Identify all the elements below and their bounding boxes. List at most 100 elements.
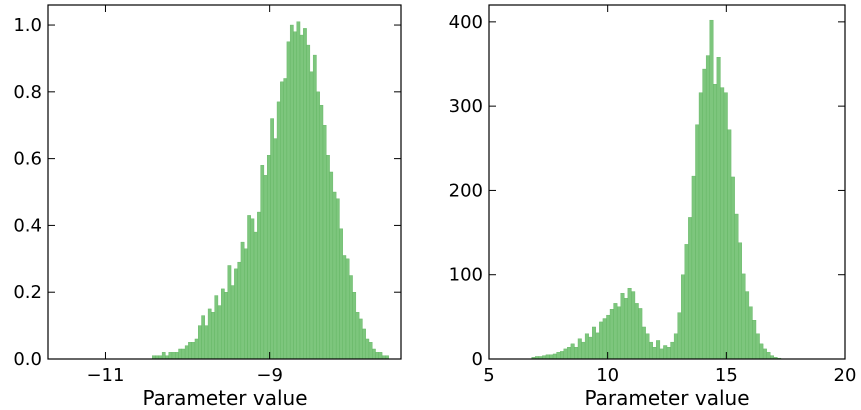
left-x-axis-title: Parameter value [142, 386, 307, 410]
left-histogram-bar [293, 31, 297, 360]
right-bars [531, 19, 782, 360]
left-histogram-bar [253, 231, 258, 360]
right-histogram-bar [659, 348, 664, 360]
right-histogram-bar [613, 303, 618, 360]
left-histogram-bar [355, 312, 360, 360]
left-histogram-bar [329, 171, 334, 360]
left-histogram-bar [273, 138, 278, 360]
left-histogram-bar [171, 352, 176, 360]
right-histogram-bar [730, 176, 735, 360]
right-histogram-bar [592, 326, 596, 360]
right-histogram-bar [624, 298, 629, 360]
right-histogram-bar [645, 333, 650, 360]
right-histogram-bar [641, 326, 646, 360]
left-histogram-bar [227, 265, 232, 360]
right-histogram-bar [759, 343, 764, 360]
right-histogram-bar [567, 347, 572, 360]
left-histogram-bar [263, 175, 268, 360]
left-y-tick-label: 0.0 [13, 349, 42, 370]
right-histogram-bar [673, 333, 678, 360]
left-histogram-bar [322, 125, 327, 360]
left-histogram-bar [368, 342, 373, 360]
right-histogram-bar [766, 352, 771, 360]
right-histogram-bar [602, 318, 607, 360]
right-y-tick-label: 400 [449, 12, 483, 33]
left-histogram-bar [260, 165, 265, 360]
left-histogram-bar [312, 54, 317, 360]
right-histogram-bar [549, 354, 554, 360]
right-histogram-bar [631, 291, 636, 360]
right-histogram-bar [588, 336, 593, 360]
left-histogram-bar [280, 81, 284, 360]
right-histogram-bar [545, 354, 550, 360]
left-histogram-bar [319, 104, 324, 360]
right-x-tick-label: 10 [596, 365, 619, 386]
left-y-tick-label: 0.6 [13, 149, 42, 170]
left-histogram-bar [214, 295, 219, 360]
left-histogram-bar [266, 155, 271, 360]
left-histogram-bar [299, 34, 304, 360]
right-histogram-bar [684, 244, 689, 360]
right-histogram-bar [695, 124, 700, 360]
left-histogram-bar [207, 308, 212, 360]
right-histogram-bar [552, 353, 557, 360]
right-x-tick-label: 15 [715, 365, 738, 386]
left-histogram-bar [316, 91, 320, 360]
left-histogram-bar [168, 352, 173, 360]
left-histogram-bar [211, 312, 215, 360]
right-histogram-bar [638, 308, 643, 360]
left-histogram-bar [339, 228, 343, 360]
right-histogram-bar [663, 345, 668, 360]
left-histogram-bar [289, 24, 294, 360]
right-x-axis-title: Parameter value [584, 386, 749, 410]
right-histogram-bar [652, 347, 657, 360]
right-histogram-bar [570, 343, 575, 360]
right-histogram-bar [634, 303, 639, 360]
right-histogram-bar [762, 348, 767, 360]
right-histogram-bar [577, 338, 582, 360]
right-histogram-bar [727, 129, 732, 360]
left-histogram-bar [161, 352, 166, 360]
left-histogram-bar [247, 215, 251, 360]
right-histogram-bar [609, 309, 614, 360]
right-histogram-bar [606, 314, 611, 360]
right-histogram-bar [698, 92, 703, 360]
right-y-tick-label: 300 [449, 96, 483, 117]
right-histogram-bar [748, 306, 753, 360]
left-histogram-bar [332, 191, 337, 360]
left-histogram-bar [270, 118, 274, 360]
right-histogram-bar [649, 341, 653, 360]
left-histogram-bar [349, 275, 353, 360]
left-histogram-bar [250, 218, 255, 360]
left-y-tick-label: 0.4 [13, 215, 42, 236]
left-histogram-bar [243, 248, 248, 360]
left-histogram-bar [306, 44, 311, 360]
left-histogram-bar [358, 318, 363, 360]
right-histogram-bar [656, 340, 661, 360]
left-histogram-bar [234, 268, 238, 360]
left-histogram-bar [296, 21, 301, 360]
left-histogram-bar [198, 325, 202, 360]
left-histogram-bar [217, 305, 222, 360]
left-histogram-bar [283, 78, 288, 360]
right-y-tick-label: 200 [449, 180, 483, 201]
right-histogram-bar [752, 320, 757, 360]
left-histogram-bar [257, 211, 261, 360]
left-histogram-bar [201, 315, 205, 360]
right-histogram-bar [563, 348, 568, 360]
right-histogram-bar [584, 333, 589, 360]
right-histogram-bar [677, 312, 682, 360]
right-histogram-bar [556, 352, 561, 360]
right-histogram-bar [560, 351, 564, 360]
right-histogram-bar [716, 57, 721, 360]
right-histogram-bar [745, 291, 750, 360]
left-plot-frame [47, 4, 402, 360]
left-histogram-bar [194, 338, 199, 360]
left-histogram-bar [342, 255, 347, 360]
right-histogram-bar [574, 347, 579, 360]
right-histogram-bar [688, 217, 693, 360]
right-histogram-bar [595, 332, 600, 360]
